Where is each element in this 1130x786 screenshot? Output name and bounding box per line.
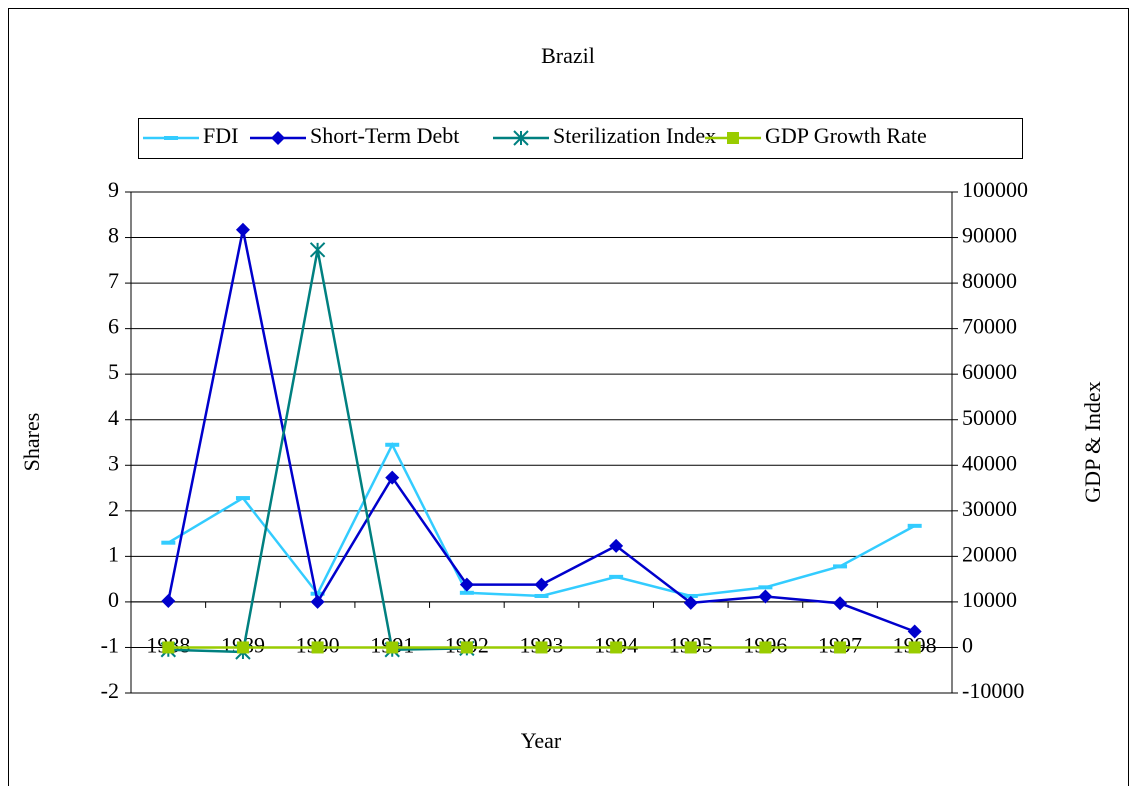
marker <box>684 641 697 654</box>
y-axis-title: Shares <box>19 413 44 472</box>
marker <box>834 641 847 654</box>
marker <box>833 596 848 611</box>
marker <box>907 523 922 528</box>
marker <box>162 641 175 654</box>
y2-tick-label: 80000 <box>962 268 1017 293</box>
marker <box>513 130 529 146</box>
y-tick-label: 8 <box>108 223 119 248</box>
marker <box>309 242 326 258</box>
marker <box>236 641 249 654</box>
marker <box>385 470 400 485</box>
marker <box>161 540 176 545</box>
legend-label: GDP Growth Rate <box>765 123 927 148</box>
y-tick-label: 9 <box>108 177 119 202</box>
marker <box>385 442 400 447</box>
y2-tick-label: 60000 <box>962 359 1017 384</box>
y-tick-label: 5 <box>108 359 119 384</box>
marker <box>460 641 473 654</box>
marker <box>908 641 921 654</box>
marker <box>459 590 474 595</box>
y2-tick-label: 10000 <box>962 587 1017 612</box>
marker <box>610 641 623 654</box>
y-tick-label: 1 <box>108 541 119 566</box>
marker <box>164 136 178 140</box>
marker <box>235 496 250 501</box>
marker <box>759 641 772 654</box>
y2-tick-label: -10000 <box>962 678 1024 703</box>
marker <box>459 577 474 592</box>
chart-title: Brazil <box>541 43 595 68</box>
y2-tick-label: 40000 <box>962 450 1017 475</box>
series-line <box>167 441 916 598</box>
marker <box>609 538 624 553</box>
y-tick-label: 7 <box>108 268 119 293</box>
chart-border <box>8 8 1129 786</box>
marker <box>758 585 773 590</box>
y2-axis-title: GDP & Index <box>1080 381 1105 502</box>
marker <box>907 624 922 639</box>
legend-label: FDI <box>203 123 238 148</box>
y-tick-label: 4 <box>108 405 119 430</box>
y2-tick-label: 100000 <box>962 177 1028 202</box>
legend-label: Sterilization Index <box>553 123 716 148</box>
marker <box>310 594 325 609</box>
marker <box>271 131 285 145</box>
y-tick-label: 6 <box>108 314 119 339</box>
y-tick-label: 2 <box>108 496 119 521</box>
marker <box>534 593 549 598</box>
y-tick-label: -1 <box>101 633 119 658</box>
legend-label: Short-Term Debt <box>310 123 459 148</box>
y2-tick-label: 70000 <box>962 314 1017 339</box>
marker <box>833 564 848 569</box>
y2-tick-label: 20000 <box>962 541 1017 566</box>
y2-tick-label: 0 <box>962 633 973 658</box>
marker <box>310 591 325 596</box>
marker <box>727 132 739 144</box>
marker <box>609 574 624 579</box>
marker <box>311 641 324 654</box>
y-tick-label: 3 <box>108 450 119 475</box>
y-tick-label: -2 <box>101 678 119 703</box>
y2-tick-label: 90000 <box>962 223 1017 248</box>
marker <box>161 593 176 608</box>
series-line <box>167 229 916 633</box>
marker <box>386 641 399 654</box>
y-tick-label: 0 <box>108 587 119 612</box>
marker <box>235 222 250 237</box>
y2-tick-label: 50000 <box>962 405 1017 430</box>
x-axis-title: Year <box>521 728 562 753</box>
y2-tick-label: 30000 <box>962 496 1017 521</box>
marker <box>535 641 548 654</box>
marker <box>534 577 549 592</box>
marker <box>758 589 773 604</box>
marker <box>683 595 698 610</box>
